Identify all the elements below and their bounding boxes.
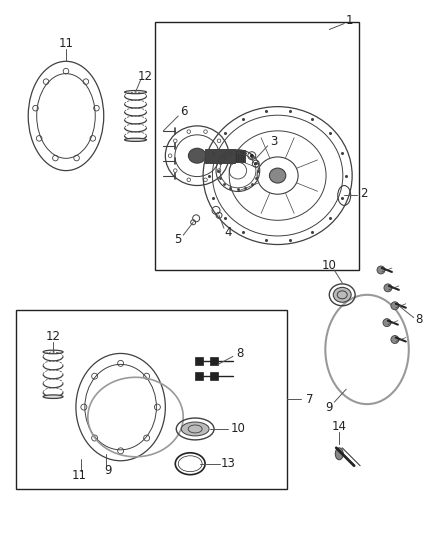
- Ellipse shape: [335, 448, 343, 460]
- Text: 12: 12: [138, 70, 153, 83]
- Text: 4: 4: [224, 225, 232, 239]
- Text: 14: 14: [332, 421, 347, 433]
- Text: 9: 9: [325, 401, 333, 414]
- Bar: [195, 358, 203, 365]
- Bar: [16, 310, 286, 489]
- Ellipse shape: [333, 287, 351, 302]
- Circle shape: [250, 154, 253, 157]
- Text: 2: 2: [360, 187, 368, 200]
- Ellipse shape: [188, 148, 206, 163]
- Ellipse shape: [124, 138, 146, 141]
- Text: 10: 10: [322, 259, 337, 271]
- Bar: [210, 358, 218, 365]
- Ellipse shape: [269, 168, 286, 183]
- Text: 8: 8: [236, 347, 244, 360]
- Text: 13: 13: [220, 457, 235, 470]
- Circle shape: [384, 284, 392, 292]
- Ellipse shape: [181, 422, 209, 436]
- Circle shape: [391, 336, 399, 343]
- Text: 7: 7: [306, 393, 313, 406]
- Text: 12: 12: [46, 330, 60, 343]
- Circle shape: [383, 319, 391, 327]
- Text: 11: 11: [71, 469, 86, 482]
- Circle shape: [377, 266, 385, 274]
- Bar: [235, 150, 245, 161]
- Bar: [210, 373, 218, 380]
- Text: 10: 10: [230, 423, 245, 435]
- Ellipse shape: [43, 395, 63, 399]
- Bar: [205, 149, 235, 163]
- Text: 9: 9: [104, 464, 111, 477]
- Text: 11: 11: [59, 37, 74, 50]
- Circle shape: [254, 163, 257, 165]
- Bar: [195, 373, 203, 380]
- Text: 1: 1: [346, 14, 353, 27]
- Text: 5: 5: [175, 233, 182, 246]
- Text: 8: 8: [415, 313, 422, 326]
- Circle shape: [391, 302, 399, 310]
- Text: 3: 3: [270, 135, 277, 148]
- Text: 6: 6: [180, 106, 188, 118]
